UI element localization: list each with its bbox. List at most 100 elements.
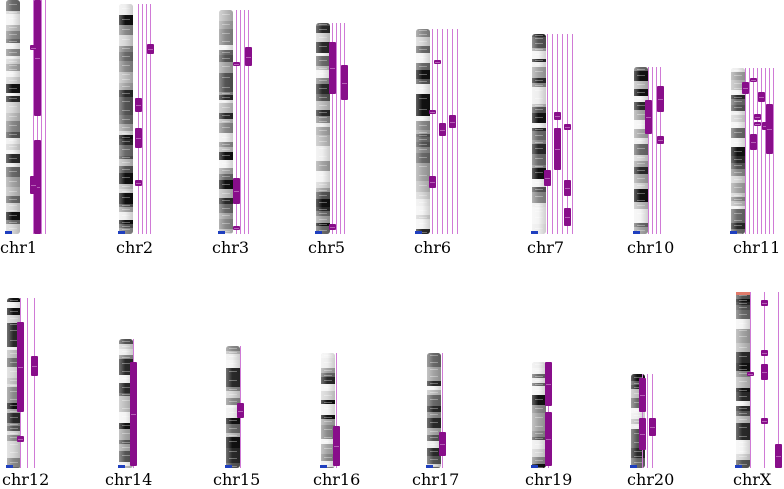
feature-segment	[639, 418, 646, 450]
cytoband	[219, 152, 233, 160]
cytoband	[316, 123, 330, 127]
cytoband	[321, 467, 335, 468]
cytoband	[219, 147, 233, 152]
cytoband	[219, 100, 233, 103]
chromosome-label-chrX: chrX	[733, 470, 772, 489]
cytoband	[427, 456, 441, 464]
cytoband	[226, 351, 240, 354]
cytoband	[532, 431, 546, 437]
cytoband	[631, 385, 645, 389]
cytoband	[321, 373, 335, 377]
cytoband	[119, 383, 133, 393]
cytoband	[119, 444, 133, 451]
feature-segment	[233, 178, 240, 204]
feature-segment	[554, 128, 561, 170]
cytoband	[7, 467, 21, 468]
track-line	[336, 23, 337, 234]
cytoband	[219, 55, 233, 62]
feature-segment	[31, 356, 38, 376]
feature-segment	[554, 112, 561, 120]
cytoband	[416, 116, 430, 121]
cytoband	[731, 122, 745, 128]
cytoband	[6, 11, 20, 14]
cytoband	[6, 39, 20, 43]
cytoband	[119, 15, 133, 25]
cytoband	[634, 161, 648, 167]
feature-segment	[34, 140, 41, 234]
cytoband	[219, 45, 233, 50]
cytoband	[532, 144, 546, 154]
cytoband	[731, 206, 745, 209]
feature-segment	[341, 65, 348, 100]
chromosome-shading	[416, 29, 430, 234]
cytoband	[532, 87, 546, 94]
feature-segment	[775, 444, 782, 468]
chromosome-chr16	[321, 353, 335, 468]
cytoband	[7, 315, 21, 323]
cytoband	[634, 223, 648, 227]
chromosome-shading	[532, 34, 546, 234]
cytoband	[6, 0, 20, 11]
cytoband	[532, 368, 546, 374]
cytoband	[532, 123, 546, 128]
cytoband	[119, 189, 133, 193]
centromere-marker	[225, 465, 232, 468]
cytoband	[321, 419, 335, 425]
cytoband	[226, 346, 240, 351]
cytoband	[119, 173, 133, 184]
feature-segment	[649, 418, 656, 436]
telomere-accent	[736, 292, 750, 295]
cytoband	[316, 146, 330, 152]
cytoband	[634, 71, 648, 81]
cytoband	[731, 156, 745, 163]
cytoband	[532, 83, 546, 87]
chromosome-label-chr1: chr1	[0, 238, 38, 257]
cytoband	[427, 353, 441, 359]
cytoband	[416, 79, 430, 84]
cytoband	[731, 193, 745, 197]
cytoband	[316, 116, 330, 119]
feature-segment	[147, 44, 154, 54]
cytoband	[532, 62, 546, 67]
cytoband	[321, 391, 335, 400]
track-line	[648, 67, 649, 234]
feature-segment	[329, 224, 336, 230]
cytoband	[119, 462, 133, 466]
cytoband	[416, 219, 430, 229]
cytoband	[532, 437, 546, 440]
feature-segment	[761, 300, 768, 306]
cytoband	[6, 43, 20, 49]
cytoband	[316, 53, 330, 56]
cytoband	[427, 464, 441, 467]
cytoband	[731, 183, 745, 193]
chromosome-shading	[226, 346, 240, 468]
cytoband	[416, 215, 430, 219]
chromosome-chr15	[226, 346, 240, 468]
cytoband	[7, 323, 21, 326]
cytoband	[427, 428, 441, 435]
cytoband	[736, 444, 750, 449]
chromosome-label-chr19: chr19	[525, 470, 573, 489]
cytoband	[119, 375, 133, 383]
cytoband	[736, 371, 750, 377]
track-line	[757, 68, 758, 234]
chromosome-label-chr12: chr12	[2, 470, 50, 489]
cytoband	[119, 166, 133, 173]
cytoband	[119, 83, 133, 90]
feature-segment	[135, 180, 142, 186]
feature-segment	[564, 208, 571, 226]
cytoband	[631, 419, 645, 424]
feature-segment	[233, 62, 240, 66]
track-line	[150, 4, 151, 234]
cytoband	[427, 372, 441, 381]
track-line	[41, 0, 42, 234]
cytoband	[7, 367, 21, 378]
feature-segment	[17, 436, 24, 442]
cytoband	[219, 92, 233, 95]
chromosome-shading	[119, 4, 133, 234]
cytoband	[6, 31, 20, 39]
cytoband	[634, 89, 648, 96]
feature-segment	[766, 104, 773, 154]
cytoband	[7, 426, 21, 431]
cytoband	[416, 70, 430, 79]
